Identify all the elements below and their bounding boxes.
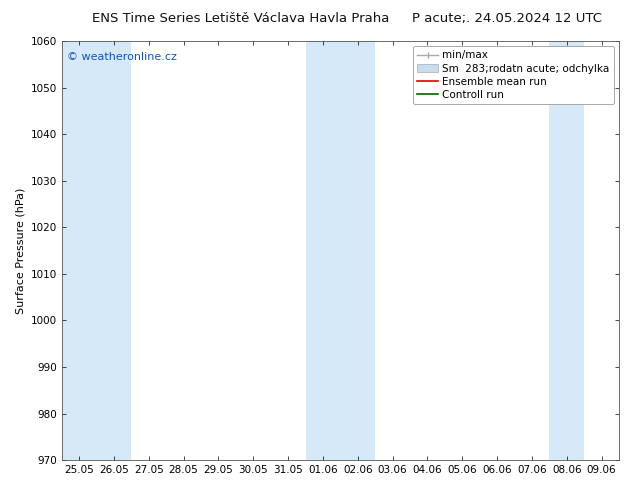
Bar: [61, 41, 96, 460]
Y-axis label: Surface Pressure (hPa): Surface Pressure (hPa): [15, 187, 25, 314]
Bar: [340, 41, 375, 460]
Text: P acute;. 24.05.2024 12 UTC: P acute;. 24.05.2024 12 UTC: [412, 12, 602, 25]
Bar: [96, 41, 131, 460]
Text: © weatheronline.cz: © weatheronline.cz: [67, 51, 177, 62]
Text: ENS Time Series Letiště Václava Havla Praha: ENS Time Series Letiště Václava Havla Pr…: [92, 12, 390, 25]
Bar: [306, 41, 340, 460]
Legend: min/max, Sm  283;rodatn acute; odchylka, Ensemble mean run, Controll run: min/max, Sm 283;rodatn acute; odchylka, …: [413, 46, 614, 104]
Bar: [549, 41, 584, 460]
